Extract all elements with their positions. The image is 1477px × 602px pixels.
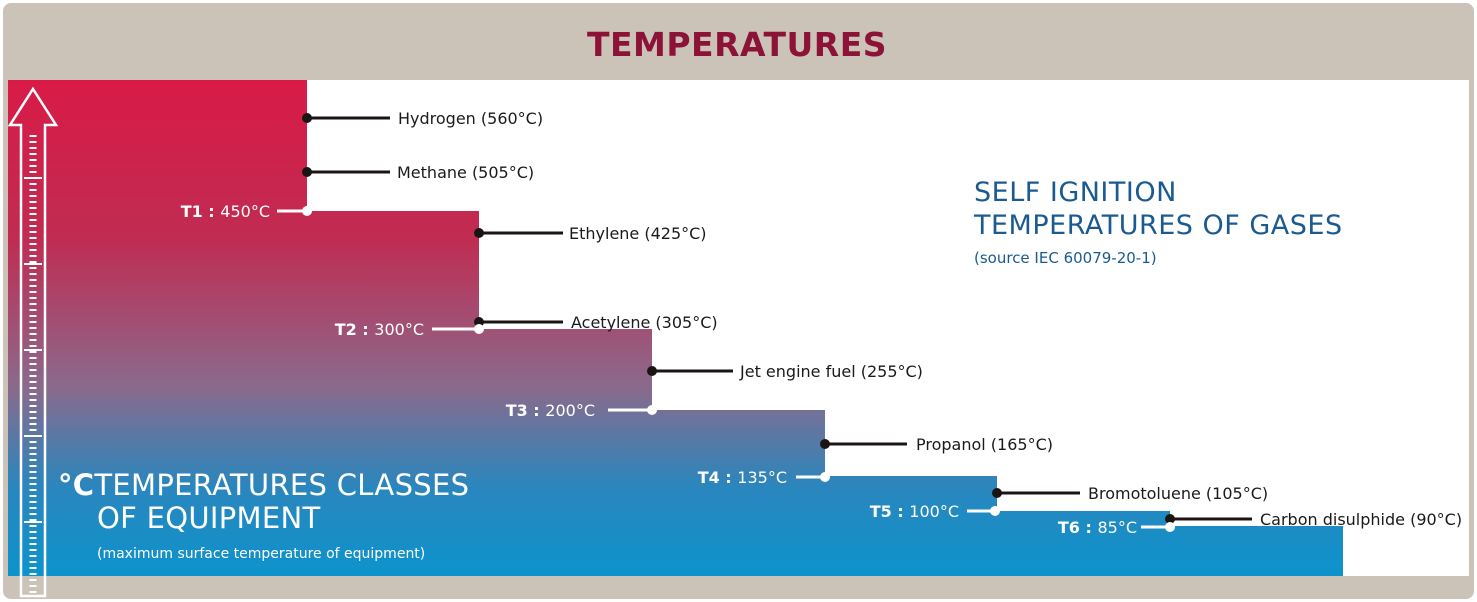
- class-label: T6 : 85°C: [1058, 518, 1137, 537]
- class-code: T5 :: [870, 502, 910, 521]
- class-label: T3 : 200°C: [506, 401, 595, 420]
- class-temp: 200°C: [545, 401, 595, 420]
- gas-marker: Hydrogen (560°C): [302, 109, 543, 128]
- gas-label: Carbon disulphide (90°C): [1260, 510, 1462, 529]
- class-label: T1 : 450°C: [181, 202, 270, 221]
- class-dot: [1165, 522, 1175, 532]
- class-label: T2 : 300°C: [335, 320, 424, 339]
- gas-marker: Carbon disulphide (90°C): [1165, 510, 1462, 529]
- class-markers: T1 : 450°C T2 : 300°C T3 : 200°C T4 : 135°C…: [181, 202, 1175, 537]
- gas-label: Jet engine fuel (255°C): [739, 362, 923, 381]
- gas-label: Ethylene (425°C): [569, 224, 707, 243]
- gas-dot: [302, 167, 312, 177]
- classes-unit: °C: [58, 468, 94, 502]
- gas-marker: Propanol (165°C): [820, 435, 1053, 454]
- class-code: T6 :: [1058, 518, 1098, 537]
- class-temp: 135°C: [737, 468, 787, 487]
- gas-dot: [820, 439, 830, 449]
- gas-dot: [647, 366, 657, 376]
- temperature-staircase: [8, 80, 1343, 576]
- class-label: T4 : 135°C: [698, 468, 787, 487]
- info-title-line1: SELF IGNITION: [974, 177, 1177, 208]
- info-source: (source IEC 60079-20-1): [974, 249, 1157, 267]
- temperature-arrow-icon: [7, 86, 59, 598]
- class-temp: 100°C: [909, 502, 959, 521]
- gas-dot: [474, 317, 484, 327]
- class-temp: 450°C: [220, 202, 270, 221]
- temperature-class: T1 : 450°C: [181, 202, 312, 221]
- info-title-line2: TEMPERATURES OF GASES: [973, 210, 1343, 241]
- class-label: T5 : 100°C: [870, 502, 959, 521]
- classes-title-line1: °CTEMPERATURES CLASSES: [58, 468, 469, 502]
- gas-dot: [302, 113, 312, 123]
- class-dot: [990, 506, 1000, 516]
- temperature-class: T3 : 200°C: [506, 401, 657, 420]
- classes-note: (maximum surface temperature of equipmen…: [97, 546, 425, 562]
- class-dot: [474, 324, 484, 334]
- temperature-class: T2 : 300°C: [335, 320, 484, 339]
- gas-marker: Ethylene (425°C): [474, 224, 707, 243]
- page-title: TEMPERATURES: [587, 25, 887, 64]
- gas-label: Bromotoluene (105°C): [1088, 484, 1268, 503]
- temperature-class: T4 : 135°C: [698, 468, 830, 487]
- classes-title-text: TEMPERATURES CLASSES: [93, 468, 469, 502]
- gas-label: Hydrogen (560°C): [398, 109, 543, 128]
- gas-label: Propanol (165°C): [916, 435, 1053, 454]
- gas-markers: Hydrogen (560°C) Methane (505°C) Ethylene …: [302, 109, 1462, 529]
- class-code: T1 :: [181, 202, 221, 221]
- temperature-class: T5 : 100°C: [870, 502, 1000, 521]
- gas-label: Methane (505°C): [397, 163, 534, 182]
- class-temp: 300°C: [374, 320, 424, 339]
- gas-label: Acetylene (305°C): [571, 313, 718, 332]
- class-dot: [820, 472, 830, 482]
- class-dot: [302, 206, 312, 216]
- class-temp: 85°C: [1097, 518, 1137, 537]
- classes-title-line2: OF EQUIPMENT: [97, 501, 321, 535]
- gas-dot: [992, 488, 1002, 498]
- gas-marker: Bromotoluene (105°C): [992, 484, 1268, 503]
- class-code: T4 :: [698, 468, 738, 487]
- gas-marker: Methane (505°C): [302, 163, 534, 182]
- class-code: T2 :: [335, 320, 375, 339]
- gas-marker: Jet engine fuel (255°C): [647, 362, 923, 381]
- class-dot: [647, 405, 657, 415]
- gas-dot: [474, 228, 484, 238]
- gas-marker: Acetylene (305°C): [474, 313, 718, 332]
- class-code: T3 :: [506, 401, 546, 420]
- temperature-class: T6 : 85°C: [1058, 518, 1175, 537]
- gas-dot: [1165, 514, 1175, 524]
